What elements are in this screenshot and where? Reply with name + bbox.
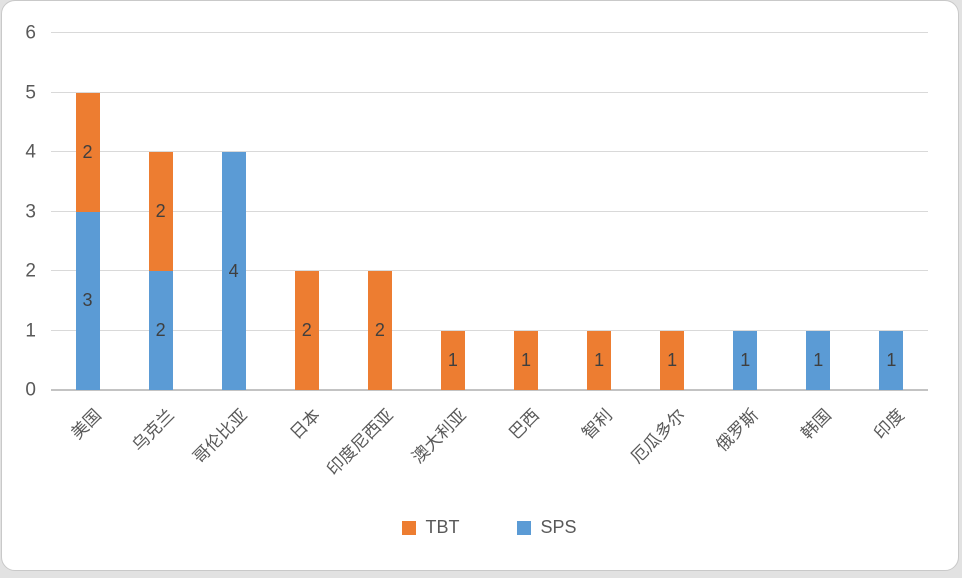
bar-segment-tbt[interactable]: 1 bbox=[660, 330, 685, 390]
bar-segment-tbt[interactable]: 1 bbox=[514, 330, 538, 390]
gridline bbox=[51, 210, 928, 212]
category-slot: 2 日本 bbox=[270, 33, 343, 443]
stacked-bar[interactable]: 1 bbox=[879, 330, 904, 390]
category-slot: 1 厄瓜多尔 bbox=[628, 33, 709, 467]
data-label: 1 bbox=[667, 349, 678, 370]
data-label: 1 bbox=[594, 349, 605, 370]
gridline bbox=[51, 151, 928, 152]
x-axis-category-label: 俄罗斯 bbox=[712, 405, 763, 456]
data-label: 2 bbox=[82, 141, 93, 162]
stacked-bar[interactable]: 1 bbox=[514, 330, 538, 390]
legend-swatch-icon bbox=[402, 520, 417, 535]
x-axis-line bbox=[51, 389, 928, 391]
category-slot: 2 3 美国 bbox=[51, 33, 124, 443]
gridline bbox=[51, 270, 928, 271]
category-slot: 4 哥伦比亚 bbox=[189, 33, 270, 467]
bar-segment-sps[interactable]: 2 bbox=[148, 271, 173, 390]
bar-segment-tbt[interactable]: 2 bbox=[75, 92, 100, 212]
x-axis-category-label: 乌克兰 bbox=[128, 405, 178, 456]
bars-container: 2 3 美国 2 2 乌克兰 4 哥伦比亚 2 日本 2 印度尼西亚 1 澳大利亚 1 巴西 1 智利 1 厄瓜多尔 1… bbox=[51, 33, 928, 479]
x-axis-category-label: 哥伦比亚 bbox=[189, 405, 251, 468]
legend-label: TBT bbox=[425, 517, 460, 537]
data-label: 4 bbox=[228, 260, 239, 281]
category-slot: 2 印度尼西亚 bbox=[323, 33, 416, 479]
data-label: 1 bbox=[520, 349, 531, 370]
bar-segment-tbt[interactable]: 1 bbox=[587, 330, 612, 390]
bar-segment-sps[interactable]: 3 bbox=[75, 211, 100, 390]
category-slot: 1 澳大利亚 bbox=[408, 33, 489, 467]
data-label: 1 bbox=[886, 349, 897, 370]
data-label: 2 bbox=[155, 320, 166, 340]
x-axis-category-label: 印度 bbox=[870, 405, 909, 444]
stacked-bar[interactable]: 4 bbox=[221, 152, 246, 390]
data-label: 1 bbox=[740, 349, 751, 370]
stacked-bar[interactable]: 1 bbox=[440, 330, 465, 390]
gridline bbox=[51, 329, 928, 331]
bar-segment-tbt[interactable]: 2 bbox=[367, 271, 392, 390]
category-slot: 1 俄罗斯 bbox=[709, 33, 782, 455]
data-label: 1 bbox=[813, 349, 824, 370]
y-axis-tick-label: 2 bbox=[25, 260, 36, 282]
x-axis-category-label: 韩国 bbox=[797, 405, 836, 444]
bar-segment-tbt[interactable]: 1 bbox=[440, 330, 465, 390]
x-axis-category-label: 美国 bbox=[67, 405, 105, 444]
x-axis-category-label: 澳大利亚 bbox=[408, 405, 470, 468]
gridline bbox=[51, 32, 928, 33]
bar-segment-tbt[interactable]: 2 bbox=[148, 152, 173, 271]
plot-area: 0 1 2 3 4 5 6 2 3 美国 2 2 乌克兰 4 哥伦比亚 2 日本 2 印度尼西亚 1 澳大利亚 1 巴西 1 智… bbox=[25, 24, 928, 479]
category-slot: 1 智利 bbox=[563, 33, 636, 443]
x-axis-category-label: 智利 bbox=[578, 405, 617, 444]
y-axis-tick-label: 3 bbox=[25, 201, 36, 222]
legend-swatch-icon bbox=[517, 520, 532, 535]
bar-segment-tbt[interactable]: 2 bbox=[294, 271, 319, 390]
y-axis-tick-label: 6 bbox=[25, 22, 36, 44]
category-slot: 1 巴西 bbox=[489, 33, 562, 443]
bar-segment-sps[interactable]: 4 bbox=[221, 152, 246, 390]
bar-segment-sps[interactable]: 1 bbox=[806, 330, 831, 390]
legend-label: SPS bbox=[540, 517, 577, 537]
y-axis-tick-label: 0 bbox=[25, 379, 36, 401]
stacked-bar[interactable]: 2 bbox=[367, 271, 392, 390]
x-axis-category-label: 巴西 bbox=[505, 405, 543, 444]
stacked-bar[interactable]: 1 bbox=[806, 330, 831, 390]
bar-segment-sps[interactable]: 1 bbox=[879, 330, 904, 390]
chart-legend: TBT SPS bbox=[51, 517, 928, 538]
bar-segment-sps[interactable]: 1 bbox=[733, 330, 758, 390]
data-label: 2 bbox=[301, 320, 312, 340]
legend-item-tbt[interactable]: TBT bbox=[402, 517, 459, 538]
stacked-bar[interactable]: 1 bbox=[733, 330, 758, 390]
category-slot: 1 韩国 bbox=[782, 33, 855, 443]
data-label: 2 bbox=[374, 320, 385, 340]
legend-item-sps[interactable]: SPS bbox=[517, 517, 577, 538]
y-axis-tick-label: 1 bbox=[25, 320, 36, 341]
y-axis-tick-label: 5 bbox=[25, 82, 36, 103]
x-axis-category-label: 印度尼西亚 bbox=[323, 405, 397, 480]
x-axis-category-label: 日本 bbox=[286, 405, 324, 444]
data-label: 3 bbox=[82, 290, 93, 311]
data-label: 2 bbox=[155, 201, 166, 221]
gridline bbox=[51, 91, 928, 93]
category-slot: 2 2 乌克兰 bbox=[124, 33, 197, 455]
y-axis-tick-label: 4 bbox=[25, 141, 36, 163]
x-axis-category-label: 厄瓜多尔 bbox=[627, 405, 690, 468]
data-label: 1 bbox=[447, 349, 458, 370]
stacked-bar[interactable]: 1 bbox=[660, 330, 685, 390]
stacked-bar[interactable]: 2 bbox=[294, 271, 319, 390]
category-slot: 1 印度 bbox=[855, 33, 928, 443]
stacked-bar[interactable]: 1 bbox=[587, 330, 612, 390]
